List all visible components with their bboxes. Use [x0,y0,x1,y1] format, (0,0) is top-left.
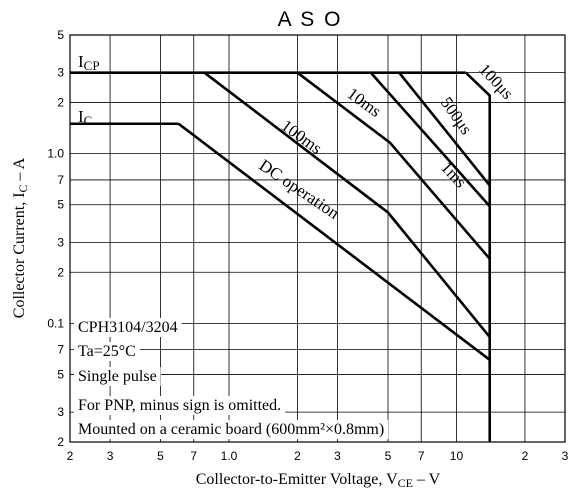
series-label: 100μs [475,60,517,103]
note-background [74,420,389,439]
y-tick-label: 3 [57,235,64,249]
x-tick-label: 3 [107,449,114,463]
y-tick-label: 2 [57,96,64,110]
line [296,71,491,260]
x-tick-label: 2 [294,449,301,463]
series-label: 1ms [437,158,470,192]
y-tick-label: 5 [57,28,64,42]
note-background [74,367,161,386]
x-tick-label: 7 [190,449,197,463]
y-tick-label: 2 [57,435,64,449]
note-background [74,318,182,337]
note: For PNP, minus sign is omitted. [78,397,281,414]
series-label-sub: CP [84,58,100,73]
y-tick-label: 5 [57,198,64,212]
line [177,122,491,361]
x-tick-label: 2 [67,449,74,463]
chart-title: A S O [278,8,343,31]
line [369,71,491,208]
y-tick-label: 7 [57,173,64,187]
series-label: 500μs [437,93,476,138]
note: CPH3104/3204 [78,319,178,336]
y-tick-label: 3 [57,405,64,419]
note: Mounted on a ceramic board (600mm²×0.8mm… [78,421,384,438]
note: Ta=25°C [78,343,136,360]
line [464,71,492,442]
note: Single pulse [78,368,157,385]
series-label-text: 100μs [475,60,517,103]
series-label: ICP [78,52,100,73]
y-tick-label: 5 [57,367,64,381]
y-axis-label: Collector Current, IC – A [11,157,30,318]
x-axis-label-sub: CE [398,476,413,490]
y-tick-label: 2 [57,265,64,279]
x-axis-label-tail: – V [413,471,441,488]
y-axis-label-tail: – A [11,157,28,184]
series-label-text: I [78,52,84,71]
y-tick-label: 1.0 [47,147,64,161]
x-tick-label: 3 [334,449,341,463]
line [203,71,491,338]
y-tick-label: 7 [57,343,64,357]
x-tick-label: 10 [450,449,464,463]
series-label-text: DC operation [256,156,343,224]
series-label-sub: C [84,113,93,128]
series-label: 100ms [278,116,326,158]
y-tick-label: 0.1 [47,316,64,330]
series-label-text: 1ms [437,158,470,192]
x-tick-label: 3 [562,449,569,463]
y-axis-label-sub: C [16,184,30,192]
series-label-text: I [78,107,84,126]
x-tick-label: 5 [385,449,392,463]
x-tick-label: 7 [418,449,425,463]
x-axis-label-text: Collector-to-Emitter Voltage, V [196,471,398,488]
x-axis-label: Collector-to-Emitter Voltage, VCE – V [196,471,441,490]
series-label-text: 100ms [278,116,326,158]
x-tick-label: 1.0 [221,449,238,463]
note-background [74,396,286,415]
x-tick-label: 5 [157,449,164,463]
y-axis-label-text: Collector Current, I [11,192,28,318]
y-tick-label: 3 [57,66,64,80]
line [398,71,491,187]
series-label: DC operation [256,156,343,224]
plot-frame [69,34,566,443]
series-label: 10ms [344,84,385,121]
note-background [74,342,140,361]
x-tick-label: 2 [522,449,529,463]
series-label-text: 500μs [437,93,476,138]
series-label-text: 10ms [344,84,385,121]
series-label: IC [78,107,92,128]
